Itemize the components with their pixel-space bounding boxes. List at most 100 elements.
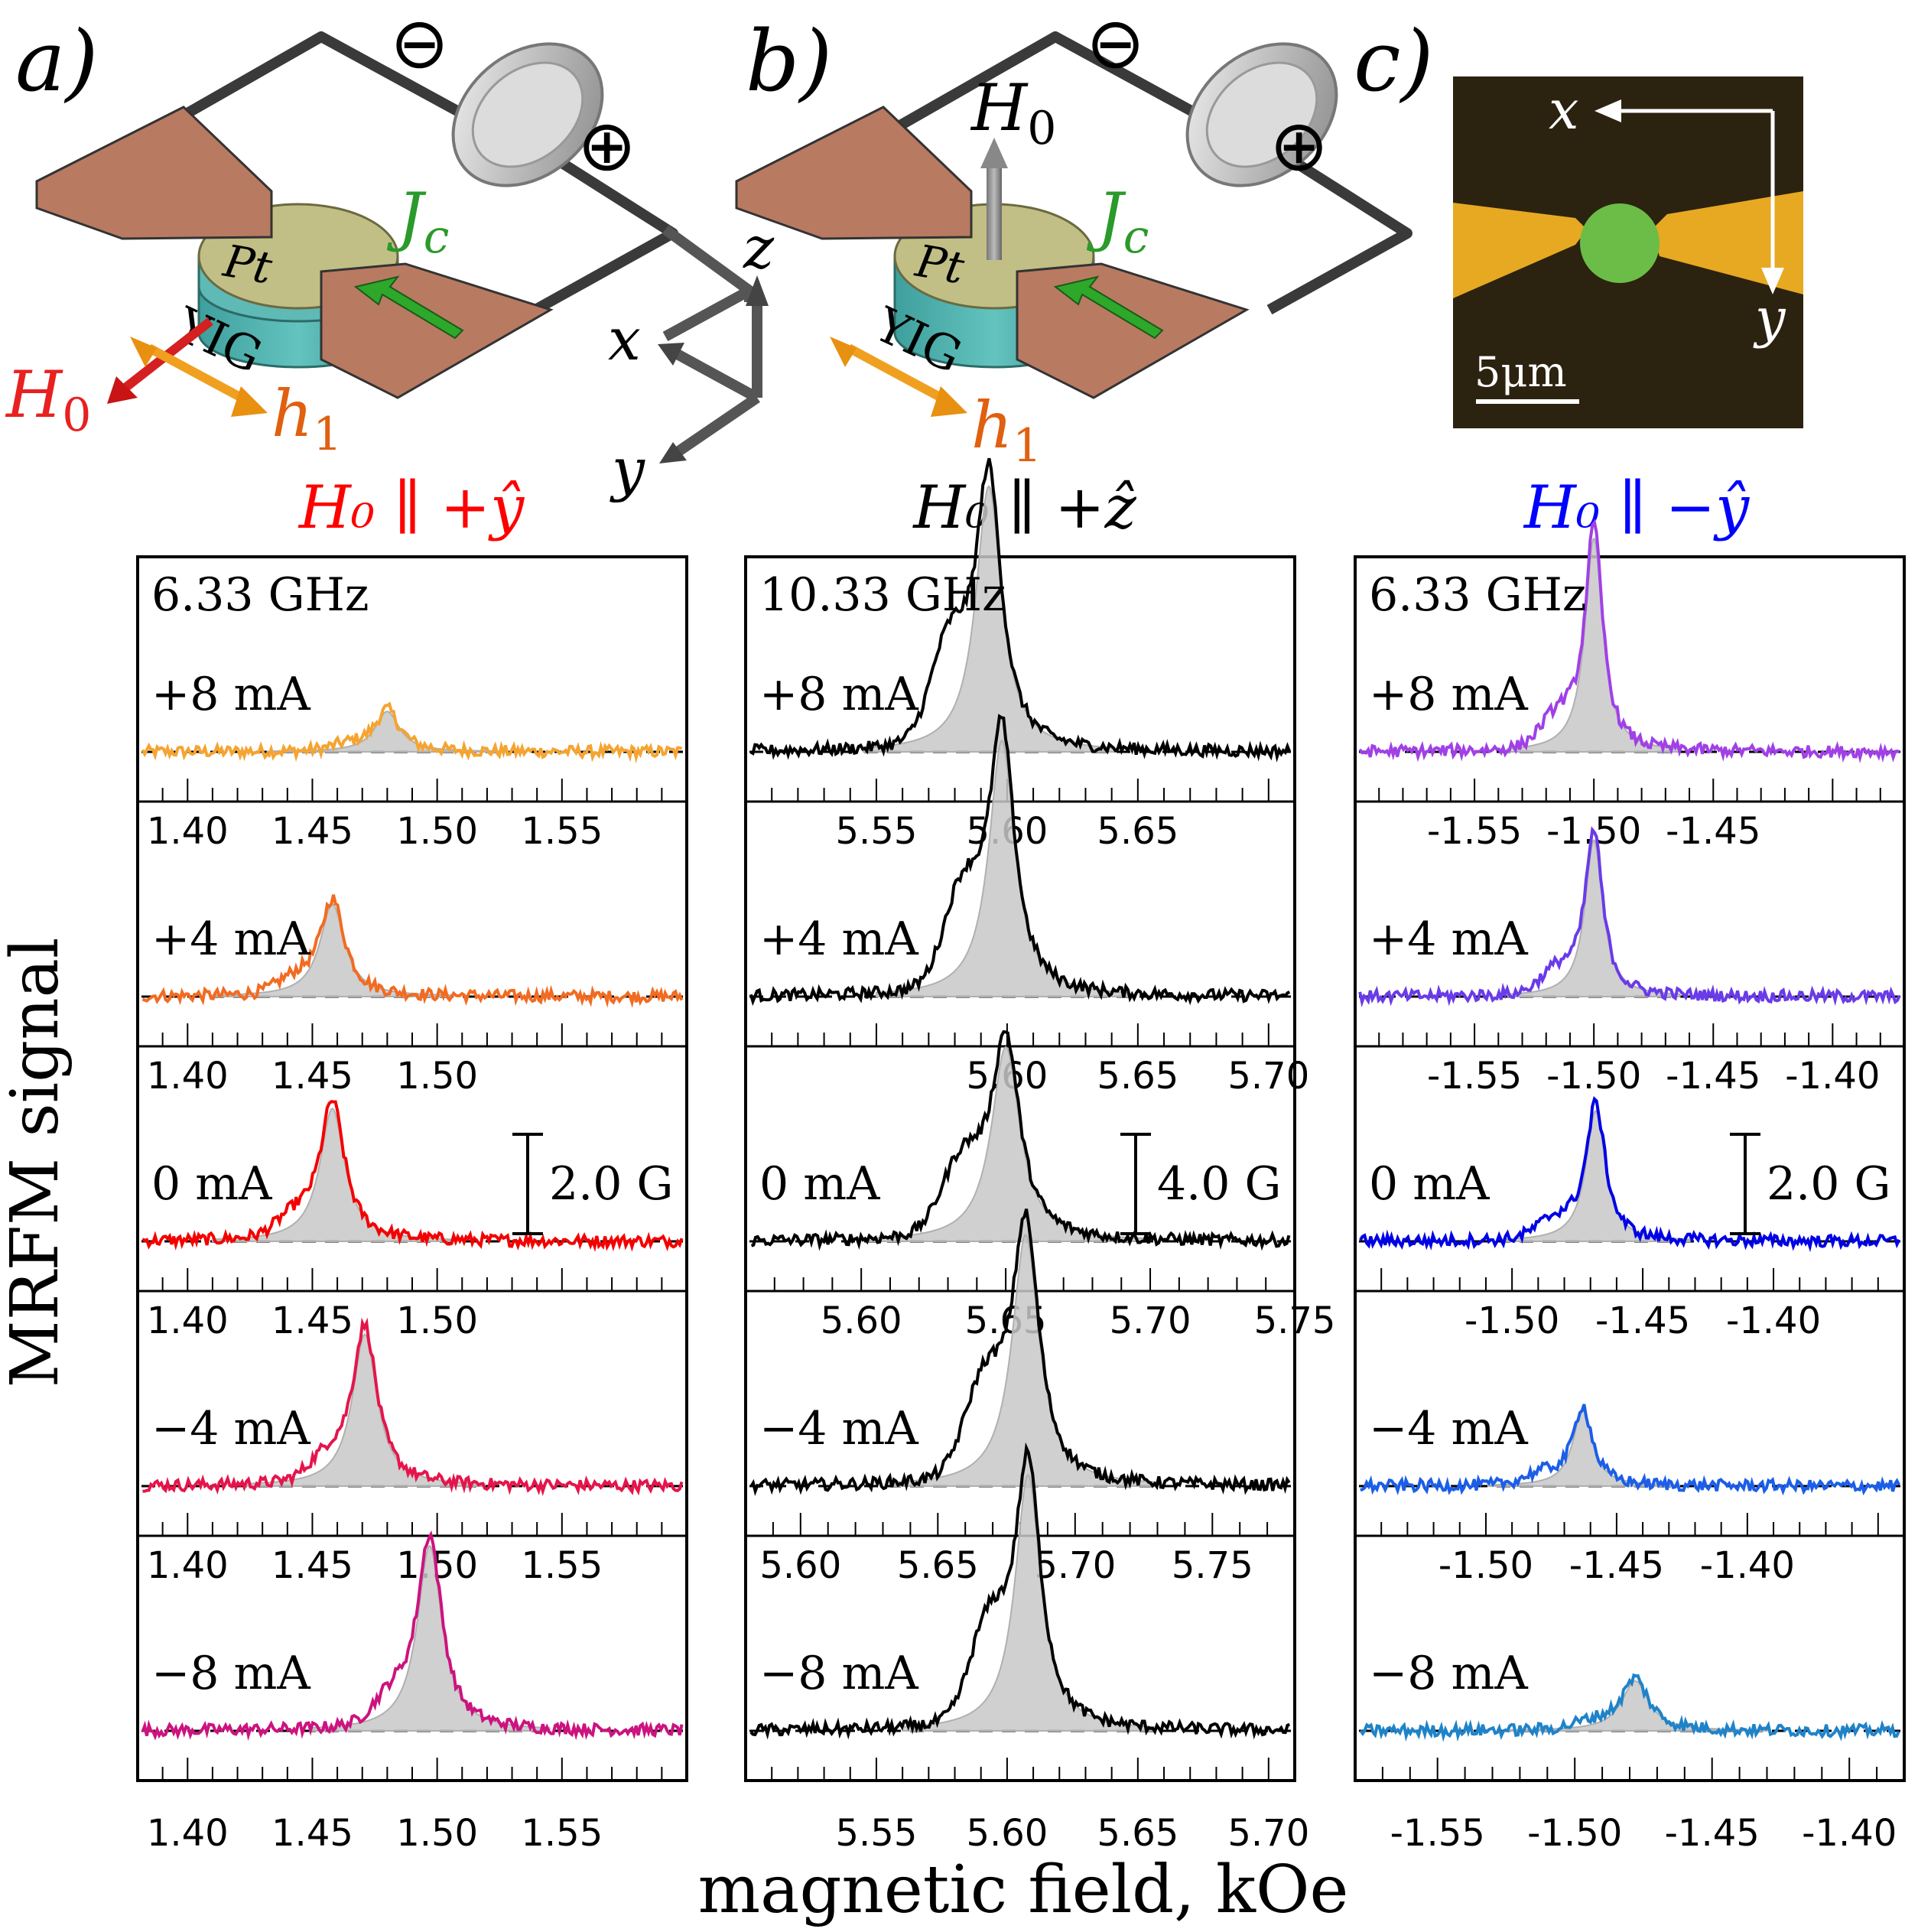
axis-x-label: x (608, 305, 641, 373)
tick-label: 1.45 (271, 810, 353, 853)
battery-plus: ⊕ (577, 105, 636, 187)
data-trace (749, 714, 1291, 1007)
fit-curve (1500, 1110, 1691, 1242)
data-trace (1358, 826, 1901, 1008)
tick-label: -1.50 (1438, 1544, 1533, 1587)
tick-label: 5.75 (1172, 1544, 1253, 1587)
tick-label: 1.55 (521, 1812, 603, 1855)
panel-a-diagram: a) ⊖ ⊕ Pt YIG Jc 0 H0 h1 (5, 2, 678, 461)
pt-label-b: Pt (912, 235, 969, 294)
tick-label: 1.50 (396, 810, 478, 853)
tick-label: 1.50 (396, 1299, 478, 1342)
tick-label: -1.45 (1569, 1544, 1664, 1587)
tick-label: 1.55 (521, 810, 603, 853)
tick-label: 5.70 (1034, 1544, 1116, 1587)
scale-bar-value: 4.0 G (1157, 1157, 1281, 1211)
fit-curve (866, 1046, 1146, 1242)
tick-label: 1.50 (396, 1812, 478, 1855)
data-trace (141, 1530, 684, 1742)
column-title-1: H₀ ∥ +ẑ (912, 473, 1136, 542)
plot-frame-1 (744, 555, 1296, 1782)
tick-label: 5.65 (897, 1544, 979, 1587)
tick-label: -1.55 (1390, 1812, 1485, 1855)
current-label: +4 mA (1369, 912, 1528, 966)
tick-label: -1.45 (1666, 810, 1760, 853)
current-label: −4 mA (1369, 1402, 1528, 1456)
tick-label: 1.45 (271, 1055, 353, 1098)
tick-label: 1.50 (396, 1055, 478, 1098)
tick-label: 5.70 (1227, 1812, 1309, 1855)
current-label: +4 mA (151, 912, 310, 966)
tick-label: -1.40 (1785, 1055, 1880, 1098)
current-label: +8 mA (759, 668, 918, 721)
h0-arrow-b (980, 138, 1008, 168)
x-axis-label: magnetic field, kOe (698, 1852, 1349, 1928)
tick-label: 5.55 (836, 1812, 918, 1855)
h1-label-b: h1 (971, 388, 1042, 473)
current-label: 0 mA (1369, 1157, 1490, 1211)
h0-arrow (107, 376, 138, 404)
tick-label: 1.55 (521, 1544, 603, 1587)
data-trace (749, 457, 1292, 763)
tick-label: -1.40 (1700, 1544, 1795, 1587)
contact-pad-left (35, 106, 273, 240)
tick-label: 1.45 (271, 1544, 353, 1587)
battery-minus-b: ⊖ (1086, 2, 1145, 84)
tick-label: 1.40 (147, 1055, 229, 1098)
panel-b-diagram: b) ⊖ ⊕ Pt YIG H0 Jc h1 (735, 2, 1412, 473)
tick-label: 5.60 (759, 1544, 841, 1587)
tick-label: -1.45 (1595, 1299, 1690, 1342)
fit-curve (1507, 838, 1681, 997)
data-trace (1359, 1673, 1900, 1742)
micrograph-x-label: x (1549, 79, 1578, 141)
h1-label-a: h1 (271, 376, 342, 461)
panel-label-c: c) (1354, 12, 1434, 110)
axis-z-label: z (743, 213, 775, 281)
tick-label: 5.70 (1227, 1055, 1309, 1098)
current-label: −4 mA (759, 1402, 918, 1456)
data-trace (141, 894, 684, 1008)
fit-curve (1502, 1680, 1768, 1732)
current-label: −8 mA (151, 1647, 310, 1700)
jc-arrow (353, 275, 464, 340)
current-label: +8 mA (1369, 668, 1528, 721)
h0-label-b: H0 (970, 70, 1056, 155)
current-label: −8 mA (759, 1647, 918, 1700)
frequency-label: 6.33 GHz (1369, 568, 1587, 622)
plot-grid: 1.40 1.45 1.50 1.55 +8 mA 6.33 GHz 1.40 1.45 1.5… (136, 457, 1906, 1855)
scale-bar-value: 2.0 G (1767, 1157, 1890, 1211)
current-label: −4 mA (151, 1402, 310, 1456)
tick-label: 5.70 (1110, 1299, 1191, 1342)
panel-c-micrograph: c) x y 5μm (1354, 12, 1803, 428)
tick-label: -1.55 (1427, 810, 1522, 853)
data-trace (749, 1208, 1291, 1497)
panel-label-b: b) (746, 12, 832, 110)
tick-label: -1.50 (1527, 1812, 1622, 1855)
axis-y-label: y (610, 435, 645, 503)
battery-minus: ⊖ (390, 2, 449, 84)
data-trace (141, 701, 683, 764)
current-label: +4 mA (759, 912, 918, 966)
h0-label-a: H0 (5, 357, 91, 442)
tick-label: -1.45 (1665, 1812, 1760, 1855)
circuit-wire (158, 31, 493, 134)
tick-label: -1.40 (1726, 1299, 1821, 1342)
battery-plus-b: ⊕ (1269, 105, 1328, 187)
micrograph-y-label: y (1753, 287, 1786, 350)
frequency-label: 6.33 GHz (151, 568, 369, 622)
tick-label: 5.65 (1097, 1055, 1178, 1098)
fit-curve (1507, 537, 1681, 753)
data-trace (750, 1030, 1291, 1251)
current-label: +8 mA (151, 668, 310, 721)
column-title-2: H₀ ∥ −ŷ (1523, 473, 1750, 542)
tick-label: 5.65 (1097, 810, 1178, 853)
tick-label: 1.40 (147, 1812, 229, 1855)
data-trace (749, 1442, 1291, 1740)
panel-label-a: a) (15, 12, 99, 110)
tick-label: -1.40 (1802, 1812, 1897, 1855)
tick-label: -1.45 (1666, 1055, 1760, 1098)
data-trace (1358, 519, 1900, 764)
data-trace (141, 1100, 684, 1253)
tick-label: 1.40 (147, 810, 229, 853)
current-label: 0 mA (759, 1157, 880, 1211)
